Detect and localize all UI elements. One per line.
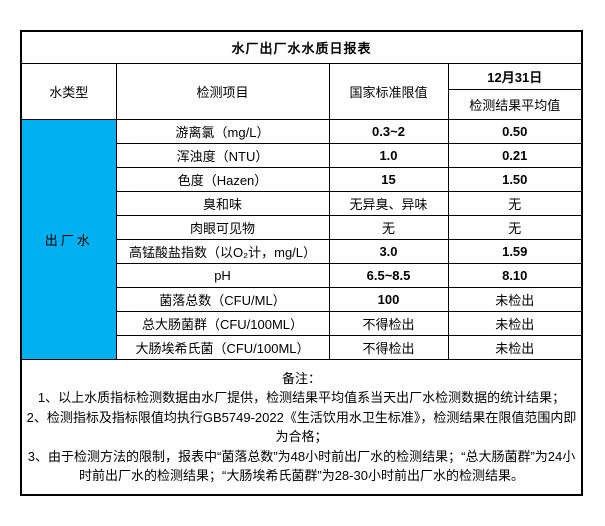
test-item-label: 高锰酸盐指数（以O₂计，mg/L）	[115, 239, 330, 264]
result-value: 无	[447, 215, 583, 240]
result-value: 未检出	[447, 335, 583, 360]
limit-value: 3.0	[328, 239, 449, 264]
report-title: 水厂出厂水水质日报表	[20, 30, 583, 64]
limit-value: 15	[328, 167, 449, 192]
notes-row: 备注： 1、以上水质指标检测数据由水厂提供，检测结果平均值系当天出厂水检测数据的…	[20, 359, 583, 496]
note-line-3: 3、由于检测方法的限制，报表中“菌落总数”为48小时前出厂水的检测结果；“总大肠…	[27, 448, 576, 484]
water-type-cell: 出厂水	[20, 119, 117, 360]
col-header-result-avg: 检测结果平均值	[447, 89, 583, 120]
water-quality-table: 水厂出厂水水质日报表 水类型 检测项目 国家标准限值 12月31日 检测结果平均…	[20, 30, 584, 496]
table-row: 臭和味 无异臭、异味 无	[21, 191, 583, 216]
limit-value: 1.0	[328, 143, 449, 168]
result-value: 0.21	[447, 143, 583, 168]
col-header-water-type: 水类型	[20, 63, 117, 120]
test-item-label: 游离氯（mg/L）	[115, 119, 330, 144]
result-value: 无	[447, 191, 583, 216]
table-row: pH 6.5~8.5 8.10	[21, 263, 583, 288]
limit-value: 无	[328, 215, 449, 240]
notes-label: 备注：	[282, 370, 322, 386]
test-item-label: 菌落总数（CFU/ML）	[115, 287, 330, 312]
notes-cell: 备注： 1、以上水质指标检测数据由水厂提供，检测结果平均值系当天出厂水检测数据的…	[20, 359, 583, 496]
table-row: 高锰酸盐指数（以O₂计，mg/L） 3.0 1.59	[21, 239, 583, 264]
test-item-label: 总大肠菌群（CFU/100ML）	[115, 311, 330, 336]
result-value: 未检出	[447, 311, 583, 336]
test-item-label: 肉眼可见物	[115, 215, 330, 240]
limit-value: 不得检出	[328, 311, 449, 336]
test-item-label: 大肠埃希氏菌（CFU/100ML）	[115, 335, 330, 360]
table-row: 菌落总数（CFU/ML） 100 未检出	[21, 287, 583, 312]
result-value: 1.50	[447, 167, 583, 192]
result-value: 0.50	[447, 119, 583, 144]
result-value: 8.10	[447, 263, 583, 288]
col-header-national-limit: 国家标准限值	[328, 63, 449, 120]
limit-value: 100	[328, 287, 449, 312]
col-header-date: 12月31日	[447, 63, 583, 90]
col-header-test-item: 检测项目	[115, 63, 330, 120]
test-item-label: 浑浊度（NTU）	[115, 143, 330, 168]
table-row: 出厂水 游离氯（mg/L） 0.3~2 0.50	[20, 119, 583, 360]
table-row: 色度（Hazen） 15 1.50	[21, 167, 583, 192]
table-row: 肉眼可见物 无 无	[21, 215, 583, 240]
limit-value: 6.5~8.5	[328, 263, 449, 288]
test-item-label: 色度（Hazen）	[115, 167, 330, 192]
table-row: 总大肠菌群（CFU/100ML） 不得检出 未检出	[21, 311, 583, 336]
test-item-label: 臭和味	[115, 191, 330, 216]
limit-value: 无异臭、异味	[328, 191, 449, 216]
note-line-1: 1、以上水质指标检测数据由水厂提供，检测结果平均值系当天出厂水检测数据的统计结果…	[37, 390, 566, 405]
table-row: 大肠埃希氏菌（CFU/100ML） 不得检出 未检出	[21, 335, 583, 360]
limit-value: 不得检出	[328, 335, 449, 360]
limit-value: 0.3~2	[328, 119, 449, 144]
header-subrow: 检测结果平均值	[21, 89, 583, 120]
title-row: 水厂出厂水水质日报表	[20, 30, 583, 64]
header-row: 水类型 检测项目 国家标准限值 12月31日	[20, 63, 583, 120]
result-value: 1.59	[447, 239, 583, 264]
test-item-label: pH	[115, 263, 330, 288]
table-row: 浑浊度（NTU） 1.0 0.21	[21, 143, 583, 168]
result-value: 未检出	[447, 287, 583, 312]
note-line-2: 2、检测指标及指标限值均执行GB5749-2022《生活饮用水卫生标准》，检测结…	[26, 409, 577, 445]
